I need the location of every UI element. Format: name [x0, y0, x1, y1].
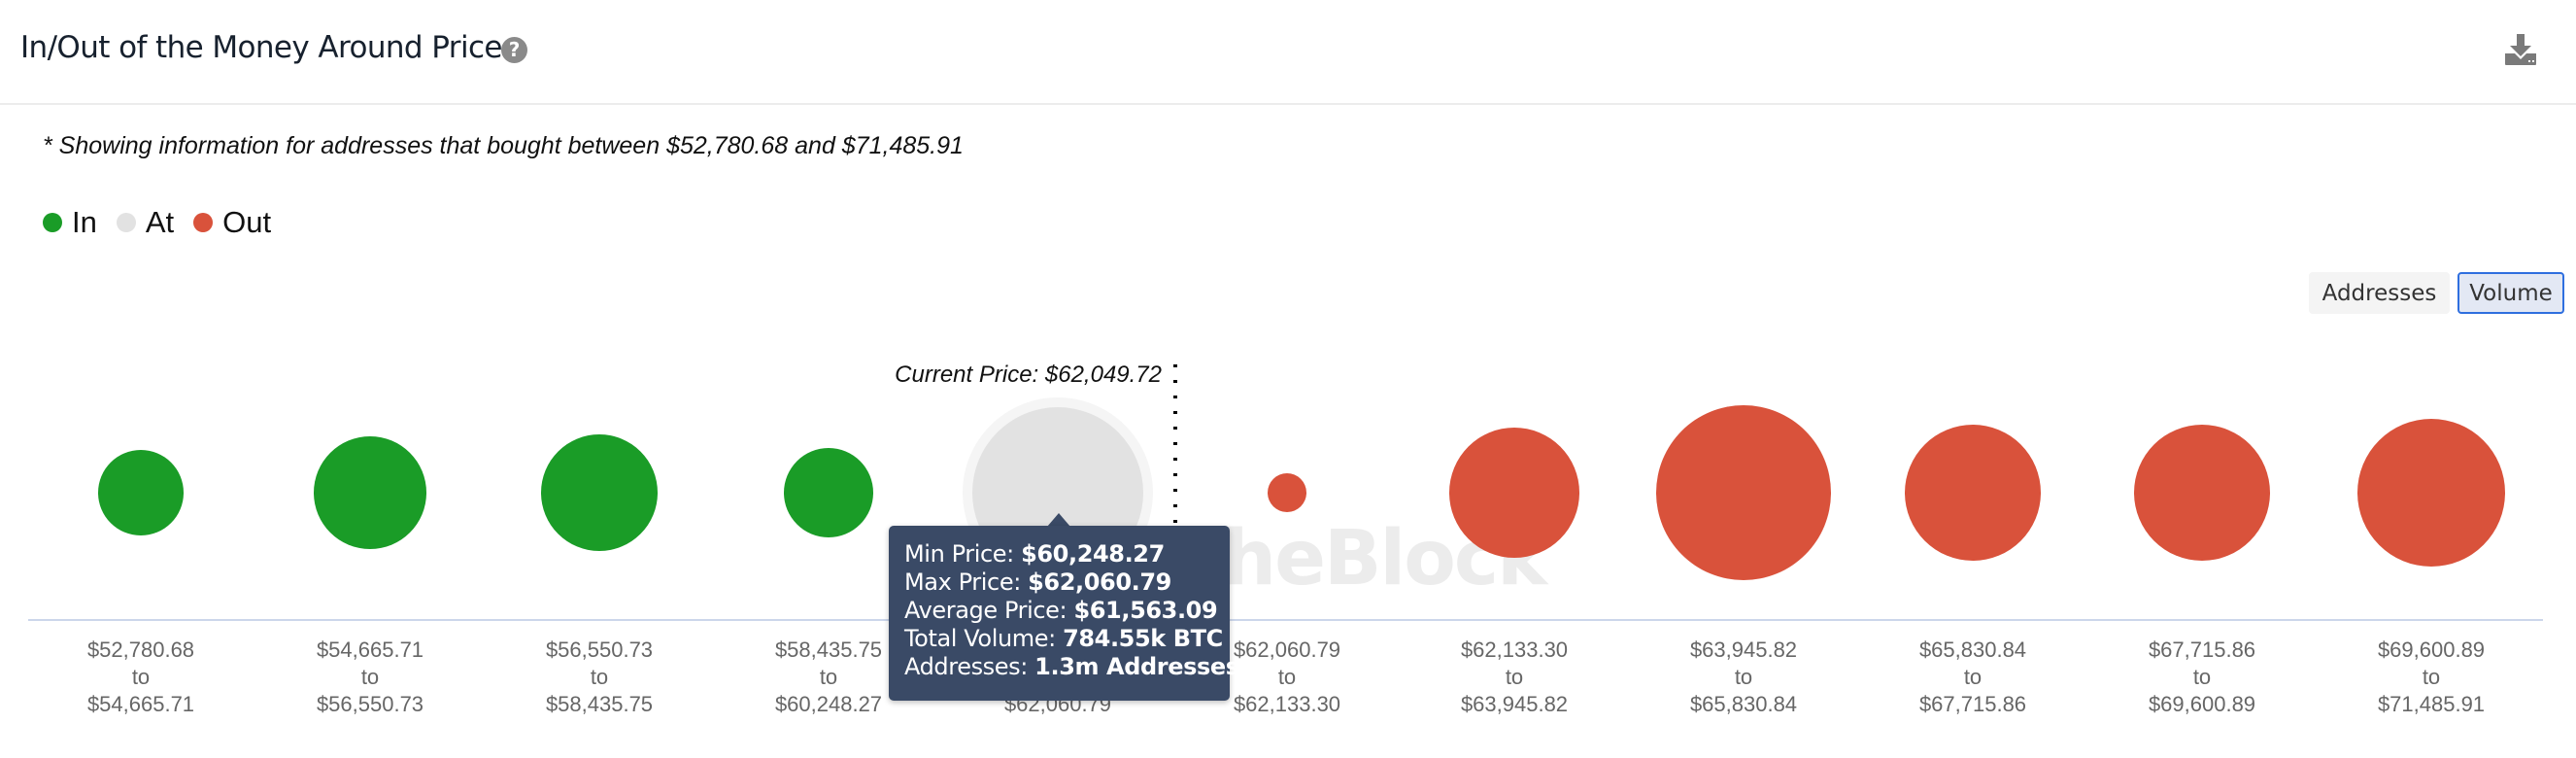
x-axis-line — [28, 619, 2543, 621]
x-axis-label: $58,435.75 to $60,248.27 — [722, 637, 935, 718]
range-to-word: to — [1505, 665, 1524, 689]
range-to: $60,248.27 — [774, 692, 883, 716]
x-axis-label: $56,550.73 to $58,435.75 — [492, 637, 706, 718]
tooltip-addresses: Addresses: 1.3m Addresses — [904, 653, 1239, 681]
tooltip-total-volume: Total Volume: 784.55k BTC — [904, 625, 1230, 653]
tooltip-value: $60,248.27 — [1021, 540, 1165, 568]
range-from: $65,830.84 — [1918, 637, 2027, 662]
x-axis-label: $62,133.30 to $63,945.82 — [1407, 637, 1621, 718]
chart-title: In/Out of the Money Around Price — [20, 30, 502, 65]
range-to-word: to — [131, 665, 151, 689]
tooltip-label: Min Price: — [904, 540, 1022, 568]
range-to: $54,665.71 — [86, 692, 195, 716]
range-from: $69,600.89 — [2377, 637, 2486, 662]
range-to: $62,133.30 — [1233, 692, 1341, 716]
range-to-word: to — [1277, 665, 1297, 689]
range-to-word: to — [1734, 665, 1753, 689]
range-to-word: to — [2192, 665, 2212, 689]
legend-item-in[interactable]: In — [43, 205, 97, 240]
range-to-word: to — [819, 665, 838, 689]
range-to: $69,600.89 — [2148, 692, 2256, 716]
legend-item-out[interactable]: Out — [193, 205, 271, 240]
bubble-out[interactable] — [1905, 425, 2041, 561]
x-axis-label: $52,780.68 to $54,665.71 — [34, 637, 248, 718]
volume-toggle-button[interactable]: Volume — [2457, 272, 2564, 314]
range-from: $63,945.82 — [1689, 637, 1798, 662]
x-axis-label: $63,945.82 to $65,830.84 — [1637, 637, 1850, 718]
tooltip-value: $61,563.09 — [1073, 597, 1218, 624]
tooltip-value: 1.3m Addresses — [1034, 653, 1239, 680]
legend-label: In — [72, 205, 97, 239]
range-to-word: to — [2422, 665, 2441, 689]
range-note: * Showing information for addresses that… — [43, 132, 964, 159]
header-divider — [0, 103, 2576, 105]
bubble-in[interactable] — [541, 434, 658, 551]
range-from: $56,550.73 — [545, 637, 654, 662]
legend-label: At — [145, 205, 175, 239]
range-from: $67,715.86 — [2148, 637, 2256, 662]
range-from: $58,435.75 — [774, 637, 883, 662]
bubble-in[interactable] — [314, 436, 426, 549]
bubble-tooltip: Min Price: $60,248.27 Max Price: $62,060… — [889, 526, 1239, 701]
current-price-line — [1173, 364, 1177, 620]
tooltip-label: Average Price: — [904, 597, 1074, 624]
x-axis-label: $67,715.86 to $69,600.89 — [2095, 637, 2309, 718]
legend-item-at[interactable]: At — [116, 205, 175, 240]
bubble-out[interactable] — [1656, 405, 1831, 580]
x-axis-label: $65,830.84 to $67,715.86 — [1866, 637, 2080, 718]
legend-dot-out-icon — [193, 213, 214, 232]
legend-dot-at-icon — [116, 213, 136, 232]
tooltip-label: Max Price: — [904, 568, 1029, 596]
tooltip-value: 784.55k BTC — [1063, 625, 1223, 652]
tooltip-label: Total Volume: — [904, 625, 1064, 652]
range-to: $71,485.91 — [2377, 692, 2486, 716]
bubble-out[interactable] — [2134, 425, 2270, 561]
range-from: $62,060.79 — [1233, 637, 1341, 662]
download-icon[interactable] — [2504, 33, 2537, 66]
range-to: $67,715.86 — [1918, 692, 2027, 716]
range-to-word: to — [590, 665, 609, 689]
range-to-word: to — [1963, 665, 1983, 689]
range-from: $54,665.71 — [316, 637, 424, 662]
addresses-toggle-button[interactable]: Addresses — [2309, 272, 2450, 314]
legend-label: Out — [222, 205, 272, 239]
bubble-out[interactable] — [1449, 428, 1579, 558]
tooltip-min-price: Min Price: $60,248.27 — [904, 540, 1230, 568]
legend-dot-in-icon — [43, 213, 62, 232]
tooltip-average-price: Average Price: $61,563.09 — [904, 597, 1230, 625]
bubble-in[interactable] — [98, 450, 184, 535]
bubble-out[interactable] — [1268, 473, 1306, 512]
x-axis-label: $62,060.79 to $62,133.30 — [1180, 637, 1394, 718]
tooltip-value: $62,060.79 — [1028, 568, 1171, 596]
bubble-out[interactable] — [2357, 419, 2505, 567]
tooltip-max-price: Max Price: $62,060.79 — [904, 568, 1230, 597]
range-to: $65,830.84 — [1689, 692, 1798, 716]
tooltip-label: Addresses: — [904, 653, 1035, 680]
question-circle-icon[interactable]: ? — [501, 37, 527, 63]
range-to: $56,550.73 — [316, 692, 424, 716]
x-axis-label: $54,665.71 to $56,550.73 — [263, 637, 477, 718]
range-from: $52,780.68 — [86, 637, 195, 662]
range-to-word: to — [360, 665, 380, 689]
x-axis-label: $69,600.89 to $71,485.91 — [2324, 637, 2538, 718]
bubble-in[interactable] — [784, 448, 873, 537]
tooltip-arrow — [1047, 513, 1070, 527]
range-to: $63,945.82 — [1460, 692, 1569, 716]
range-from: $62,133.30 — [1460, 637, 1569, 662]
current-price-label: Current Price: $62,049.72 — [895, 362, 1162, 388]
legend: In At Out — [43, 205, 290, 240]
range-to: $58,435.75 — [545, 692, 654, 716]
